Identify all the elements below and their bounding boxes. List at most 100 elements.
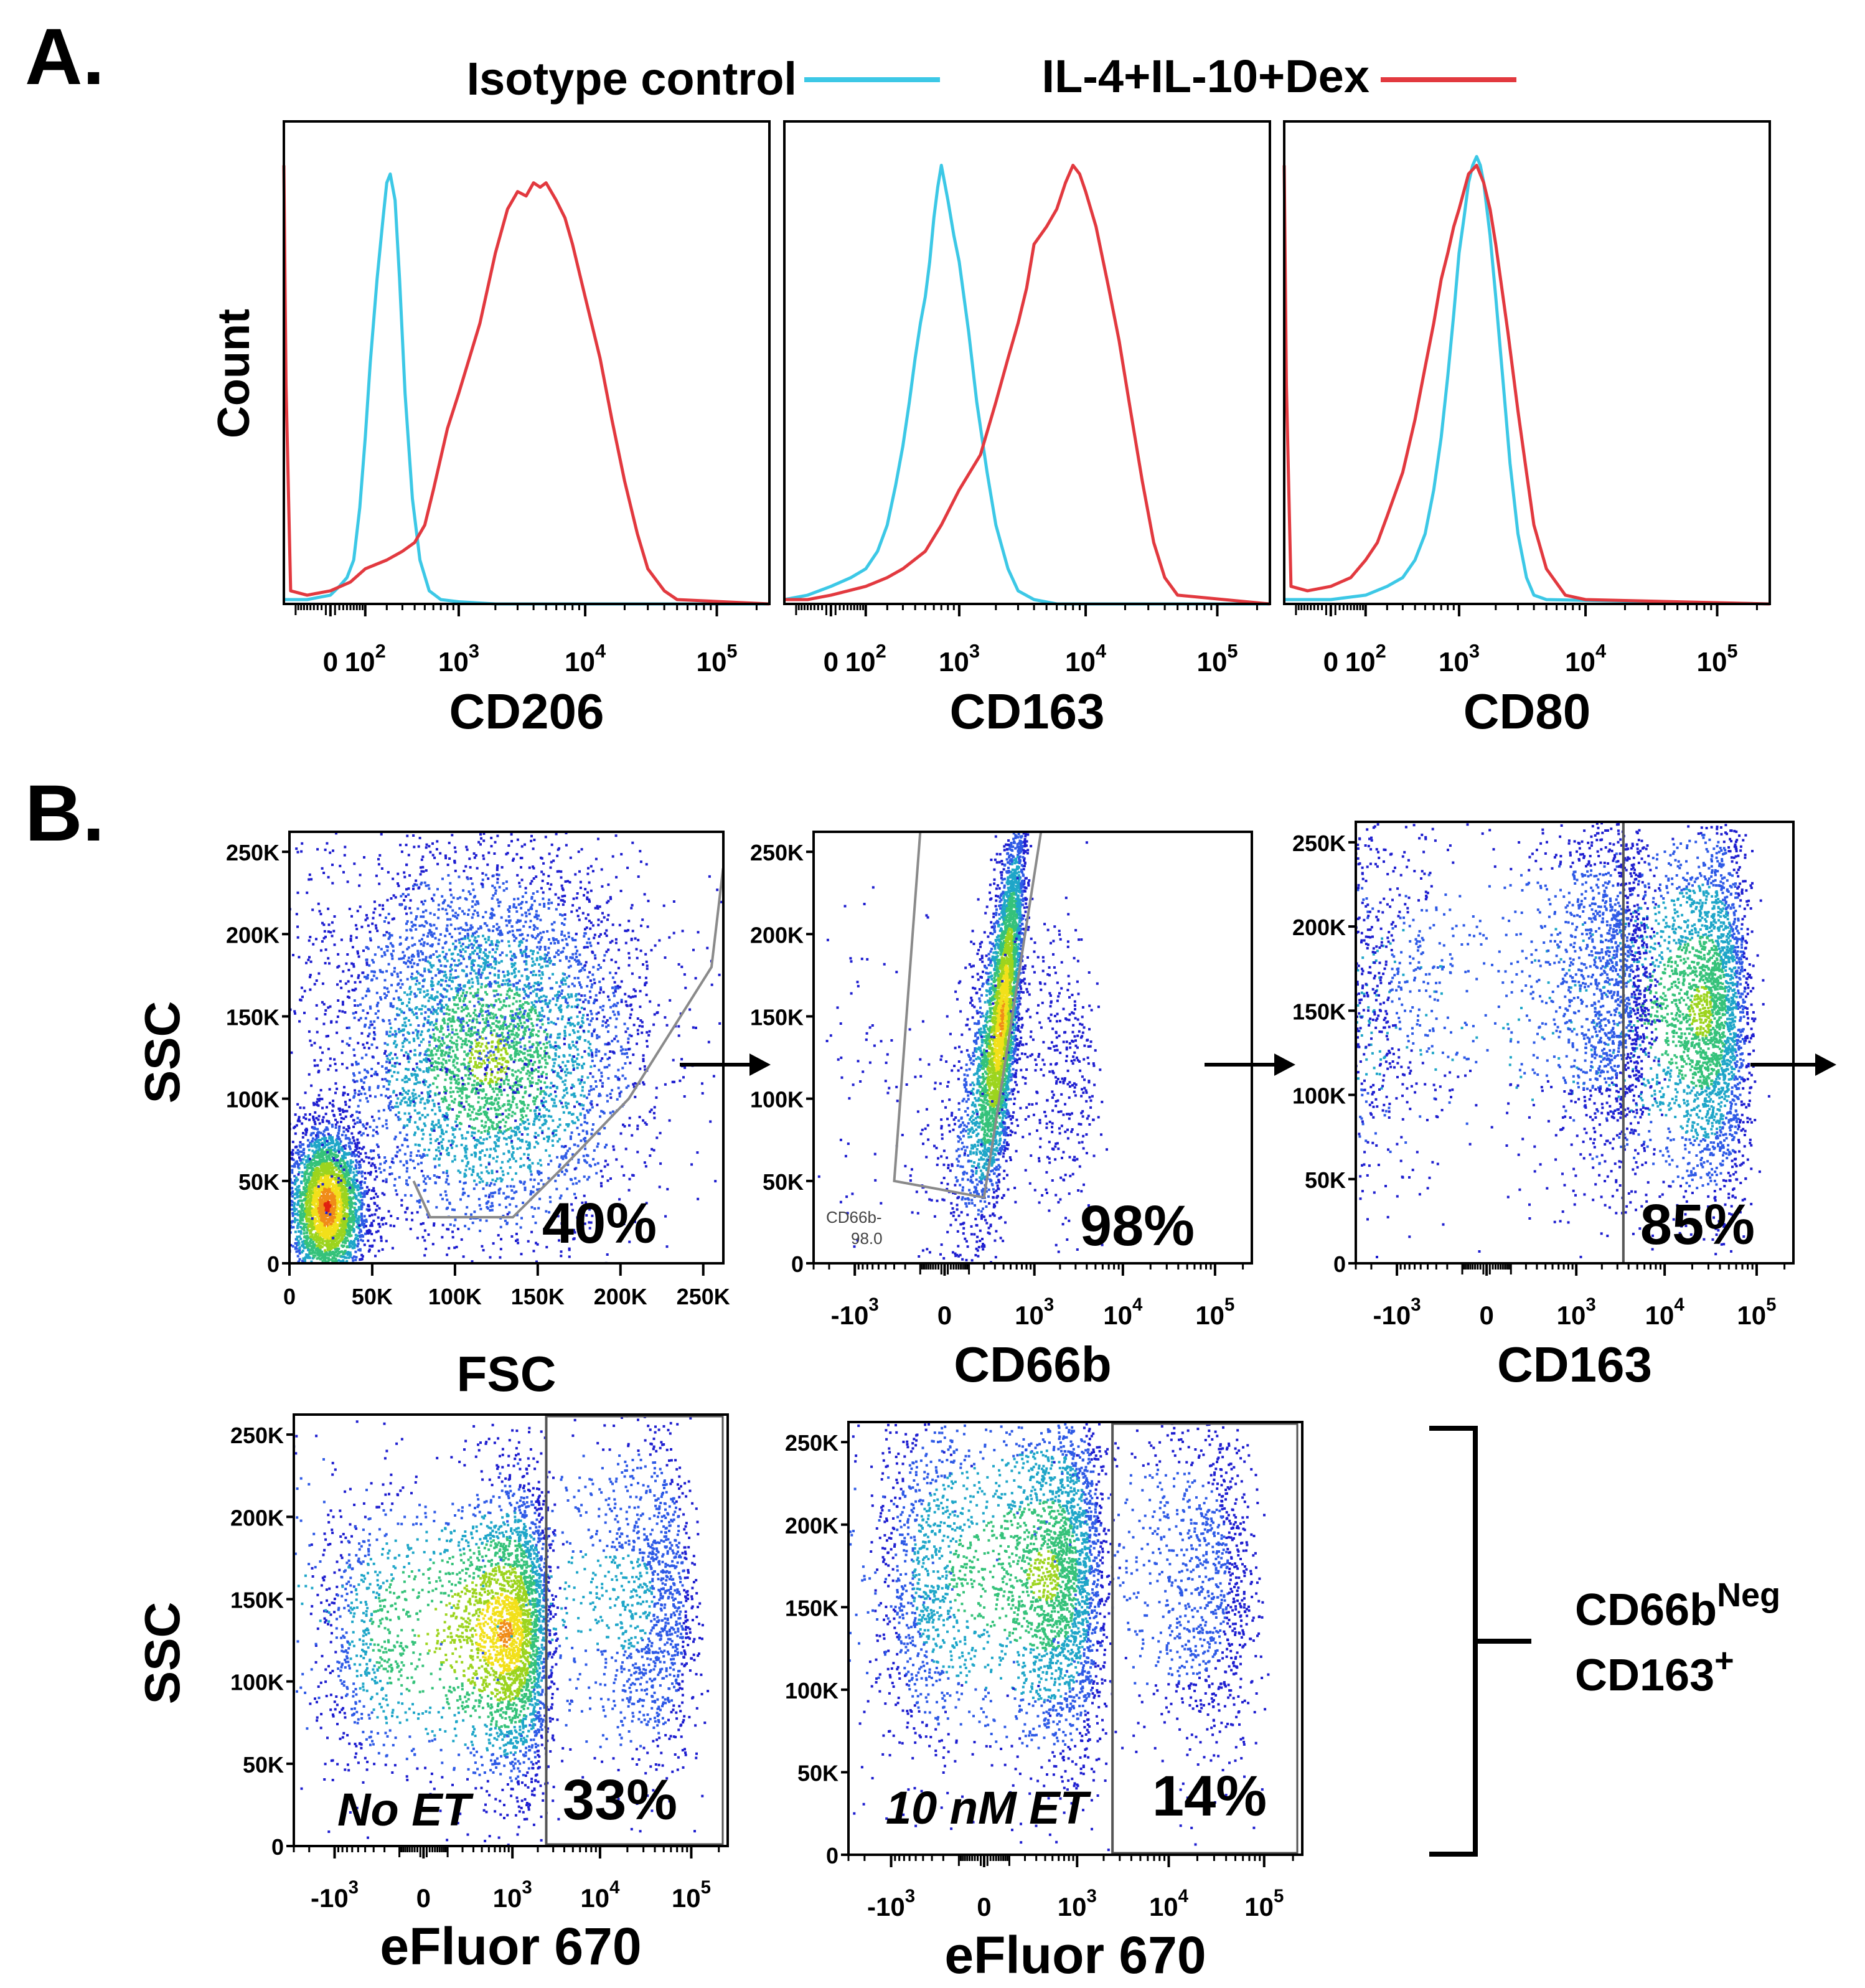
event-point [341, 1108, 344, 1111]
event-point [464, 1137, 467, 1140]
event-point [356, 1237, 359, 1240]
event-point [304, 1215, 308, 1218]
event-point [319, 1189, 321, 1192]
event-point [570, 1093, 573, 1096]
event-point [659, 1162, 662, 1165]
event-point [311, 1249, 314, 1252]
event-point [310, 1247, 313, 1250]
event-point [302, 1158, 305, 1161]
event-point [449, 893, 453, 897]
event-point [326, 1223, 329, 1226]
event-point [498, 1062, 501, 1065]
event-point [345, 1166, 347, 1169]
event-point [385, 1079, 388, 1082]
event-point [329, 1235, 332, 1238]
event-point [291, 1187, 294, 1190]
event-point [428, 1043, 431, 1047]
event-point [300, 1182, 303, 1185]
event-point [363, 1219, 365, 1222]
event-point [349, 1166, 352, 1169]
event-point [305, 1161, 308, 1164]
event-point [333, 1225, 336, 1228]
event-point [519, 1041, 522, 1044]
event-point [361, 1202, 364, 1205]
event-point [341, 1244, 344, 1247]
event-point [291, 1171, 294, 1174]
event-point [273, 1243, 276, 1245]
event-point [314, 1111, 317, 1114]
event-point [308, 1160, 311, 1163]
event-point [343, 1225, 346, 1228]
event-point [304, 1155, 307, 1158]
event-point [307, 1175, 310, 1179]
event-point [329, 1247, 332, 1250]
event-point [422, 910, 425, 913]
event-point [323, 1215, 326, 1218]
event-point [327, 1237, 330, 1240]
event-point [305, 1171, 308, 1174]
event-point [557, 897, 560, 900]
event-point [614, 972, 618, 975]
event-point [326, 1172, 329, 1175]
event-point [319, 1223, 322, 1227]
event-point [305, 1192, 308, 1195]
event-point [540, 977, 543, 980]
event-point [494, 1191, 497, 1194]
event-point [295, 1179, 298, 1182]
event-point [317, 1139, 320, 1142]
event-point [352, 1188, 355, 1191]
event-point [614, 987, 618, 990]
event-point [556, 999, 559, 1002]
event-point [524, 984, 527, 987]
event-point [324, 1183, 326, 1186]
event-point [298, 1241, 301, 1245]
event-point [631, 930, 634, 933]
event-point [306, 1228, 309, 1232]
event-point [450, 1046, 453, 1049]
event-point [519, 951, 522, 954]
event-point [329, 1213, 332, 1216]
event-point [464, 935, 467, 938]
event-point [497, 961, 500, 964]
event-point [619, 1132, 622, 1135]
event-point [372, 1129, 375, 1132]
event-point [382, 1109, 385, 1112]
event-point [446, 989, 449, 992]
event-point [335, 1208, 338, 1211]
event-point [462, 989, 465, 992]
event-point [545, 1042, 548, 1045]
event-point [375, 1208, 378, 1212]
event-point [570, 1178, 573, 1181]
event-point [431, 1099, 435, 1102]
event-point [352, 1259, 355, 1262]
event-point [460, 1238, 463, 1241]
event-point [347, 1232, 350, 1235]
event-point [482, 968, 485, 971]
event-point [321, 1191, 324, 1194]
event-point [344, 1137, 347, 1140]
event-point [326, 1212, 329, 1215]
event-point [519, 1100, 522, 1103]
event-point [509, 1106, 512, 1109]
event-point [476, 1021, 479, 1024]
event-point [393, 1138, 397, 1141]
event-point [278, 1216, 281, 1218]
event-point [283, 1142, 285, 1144]
event-point [344, 1223, 347, 1227]
event-point [322, 1233, 326, 1237]
event-point [286, 1154, 288, 1156]
event-point [329, 1146, 332, 1149]
event-point [313, 1154, 316, 1157]
event-point [340, 1234, 343, 1237]
event-point [331, 1189, 334, 1192]
event-point [422, 903, 425, 906]
event-point [459, 1090, 462, 1093]
event-point [361, 1234, 364, 1237]
event-point [606, 1253, 609, 1256]
event-point [337, 1150, 341, 1153]
plot-frame [1283, 120, 1771, 605]
event-point [306, 1226, 309, 1229]
event-point [565, 1152, 568, 1155]
event-point [373, 1202, 377, 1205]
event-point [642, 1060, 645, 1062]
